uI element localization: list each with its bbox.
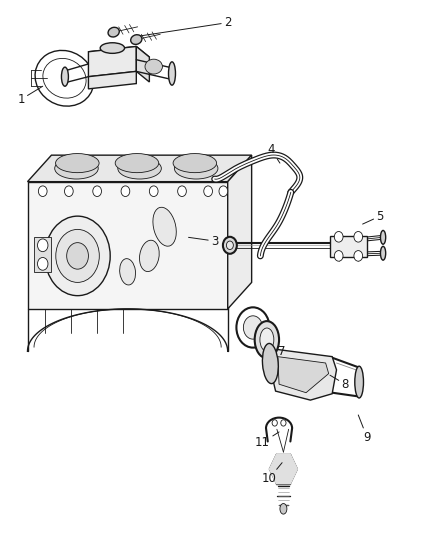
Polygon shape bbox=[228, 155, 252, 309]
Ellipse shape bbox=[56, 229, 99, 282]
Ellipse shape bbox=[140, 240, 159, 271]
Ellipse shape bbox=[334, 231, 343, 242]
Ellipse shape bbox=[35, 51, 94, 106]
Ellipse shape bbox=[153, 207, 176, 246]
Text: 11: 11 bbox=[255, 432, 279, 449]
Text: 3: 3 bbox=[188, 235, 218, 247]
Text: 5: 5 bbox=[363, 209, 384, 224]
Ellipse shape bbox=[272, 419, 277, 426]
Text: 2: 2 bbox=[141, 16, 231, 36]
Ellipse shape bbox=[115, 154, 159, 173]
Polygon shape bbox=[28, 182, 228, 309]
Polygon shape bbox=[330, 236, 367, 257]
Text: 8: 8 bbox=[330, 375, 349, 391]
Ellipse shape bbox=[43, 59, 86, 98]
Polygon shape bbox=[278, 357, 328, 393]
Polygon shape bbox=[88, 46, 136, 77]
Ellipse shape bbox=[226, 241, 233, 249]
Ellipse shape bbox=[93, 186, 102, 197]
Ellipse shape bbox=[244, 316, 262, 339]
Ellipse shape bbox=[280, 504, 287, 514]
Polygon shape bbox=[28, 155, 252, 182]
Ellipse shape bbox=[61, 67, 68, 86]
Polygon shape bbox=[136, 46, 149, 82]
Ellipse shape bbox=[204, 186, 212, 197]
Text: 1: 1 bbox=[17, 86, 43, 106]
Polygon shape bbox=[88, 71, 136, 89]
Text: 9: 9 bbox=[358, 415, 371, 444]
Ellipse shape bbox=[381, 246, 386, 260]
Ellipse shape bbox=[237, 308, 269, 348]
Ellipse shape bbox=[173, 154, 217, 173]
Ellipse shape bbox=[131, 35, 142, 44]
Text: 7: 7 bbox=[270, 343, 286, 358]
Text: 4: 4 bbox=[268, 143, 280, 163]
Ellipse shape bbox=[219, 186, 228, 197]
Ellipse shape bbox=[108, 27, 119, 37]
Ellipse shape bbox=[64, 186, 73, 197]
Polygon shape bbox=[271, 349, 336, 400]
Ellipse shape bbox=[381, 230, 386, 244]
Ellipse shape bbox=[121, 186, 130, 197]
Ellipse shape bbox=[354, 231, 363, 242]
Ellipse shape bbox=[334, 251, 343, 261]
Ellipse shape bbox=[100, 43, 124, 53]
Ellipse shape bbox=[223, 237, 237, 254]
Ellipse shape bbox=[55, 158, 98, 179]
Ellipse shape bbox=[118, 158, 161, 179]
Ellipse shape bbox=[260, 328, 274, 351]
Ellipse shape bbox=[67, 243, 88, 269]
Ellipse shape bbox=[145, 59, 162, 74]
Ellipse shape bbox=[354, 251, 363, 261]
Ellipse shape bbox=[254, 321, 279, 358]
Ellipse shape bbox=[56, 154, 99, 173]
Ellipse shape bbox=[262, 343, 278, 384]
Ellipse shape bbox=[39, 186, 47, 197]
Text: 10: 10 bbox=[261, 463, 282, 485]
Ellipse shape bbox=[355, 366, 364, 398]
Polygon shape bbox=[34, 237, 51, 272]
Ellipse shape bbox=[174, 158, 218, 179]
Ellipse shape bbox=[120, 259, 135, 285]
Ellipse shape bbox=[38, 239, 48, 252]
Text: 6: 6 bbox=[258, 330, 275, 343]
Ellipse shape bbox=[45, 216, 110, 296]
Ellipse shape bbox=[38, 257, 48, 270]
Polygon shape bbox=[269, 454, 297, 484]
Ellipse shape bbox=[169, 62, 176, 85]
Ellipse shape bbox=[178, 186, 186, 197]
Ellipse shape bbox=[281, 419, 286, 426]
Ellipse shape bbox=[149, 186, 158, 197]
Polygon shape bbox=[88, 46, 149, 62]
